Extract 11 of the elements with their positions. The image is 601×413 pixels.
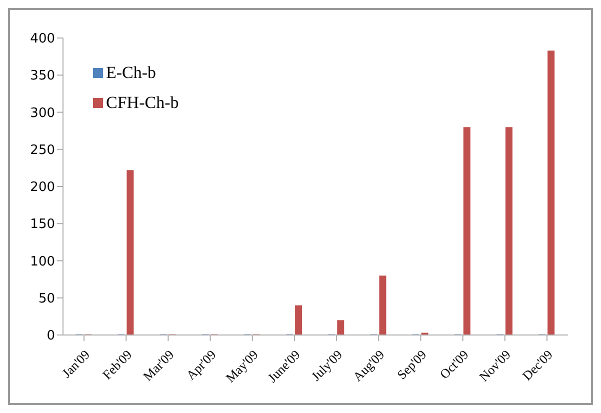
y-tick-label: 250: [30, 142, 55, 158]
y-tick-label: 350: [30, 68, 55, 84]
y-tick-label: 100: [30, 254, 55, 270]
y-tick-label: 400: [30, 32, 55, 47]
legend-label: E-Ch-b: [106, 62, 156, 84]
y-tick-label: 0: [46, 328, 55, 344]
legend-label: CFH-Ch-b: [106, 92, 179, 114]
y-tick-label: 50: [38, 291, 55, 306]
y-tick-label: 150: [30, 217, 55, 232]
y-tick-label: 300: [30, 106, 55, 121]
y-tick-label: 200: [30, 180, 55, 196]
